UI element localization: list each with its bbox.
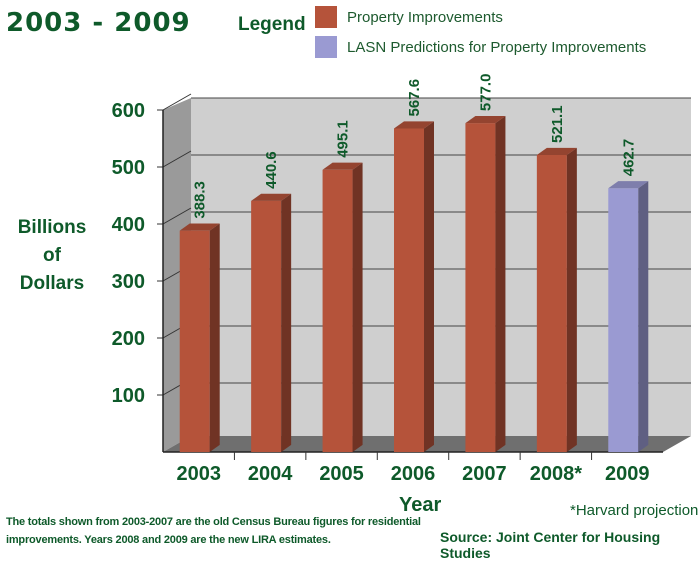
- data-label: 462.7: [620, 139, 637, 177]
- bar-side: [424, 121, 434, 453]
- bar-top: [536, 147, 577, 155]
- bar: [465, 123, 496, 453]
- bar-top: [394, 121, 434, 129]
- bar: [251, 200, 282, 452]
- y-tick-label: 500: [112, 157, 145, 179]
- bar-side: [352, 162, 363, 452]
- y-axis-label-line: Dollars: [19, 273, 85, 294]
- legend-item-lasn-predictions: LASN Predictions for Property Improvemen…: [315, 36, 646, 58]
- legend-heading: Legend: [238, 14, 306, 35]
- gridline-side: [162, 150, 192, 168]
- legend-item-property-improvements: Property Improvements: [315, 6, 503, 28]
- bar-side: [281, 193, 292, 452]
- bar-top: [251, 193, 292, 201]
- y-axis-label-line: Billions: [17, 217, 87, 238]
- y-tick-label: 100: [112, 385, 145, 407]
- bar: [394, 128, 424, 452]
- bar-top: [608, 181, 649, 189]
- bar-side: [495, 115, 506, 453]
- x-tick-label: 2008*: [530, 463, 582, 485]
- gridline-side: [162, 93, 192, 111]
- x-axis-label: Year: [399, 494, 442, 516]
- y-tick-label: 400: [112, 214, 145, 236]
- bar-top: [179, 223, 220, 231]
- y-tick-label: 600: [112, 100, 145, 122]
- bar: [608, 188, 639, 453]
- bar-side: [209, 223, 220, 452]
- legend-swatch-lasn-predictions: [315, 36, 337, 58]
- y-tick-label: 300: [112, 271, 145, 293]
- data-label: 521.1: [549, 105, 566, 143]
- data-label: 495.1: [335, 120, 352, 158]
- legend-label: Property Improvements: [347, 8, 503, 26]
- y-tick-label: 200: [112, 328, 145, 350]
- bar-side: [566, 147, 577, 452]
- data-label: 440.6: [263, 151, 280, 189]
- bar-top: [322, 162, 363, 170]
- bar: [536, 154, 567, 452]
- gridline-side: [162, 207, 192, 225]
- x-tick-label: 2009: [605, 463, 650, 485]
- chart-title: 2003 - 2009: [6, 8, 191, 38]
- bar: [322, 169, 353, 452]
- footnote: The totals shown from 2003-2007 are the …: [6, 516, 421, 546]
- data-label: 577.0: [477, 74, 494, 112]
- x-tick-label: 2005: [319, 463, 364, 485]
- x-tick-label: 2006: [391, 463, 436, 485]
- y-axis-label: Billions of Dollars: [10, 214, 94, 298]
- harvard-projection-note: *Harvard projection: [570, 502, 699, 519]
- y-axis-label-line: of: [43, 245, 61, 266]
- data-label: 567.6: [406, 79, 423, 117]
- data-label: 388.3: [192, 181, 209, 219]
- bar-top: [465, 115, 506, 124]
- bar-side: [638, 181, 649, 452]
- x-tick-label: 2007: [462, 463, 507, 485]
- legend-label: LASN Predictions for Property Improvemen…: [347, 38, 647, 56]
- legend-swatch-property-improvements: [315, 6, 337, 28]
- bar: [179, 230, 210, 452]
- x-tick-label: 2004: [248, 463, 293, 485]
- x-tick-label: 2003: [176, 463, 221, 485]
- source-note: Source: Joint Center for Housing Studies: [440, 529, 661, 561]
